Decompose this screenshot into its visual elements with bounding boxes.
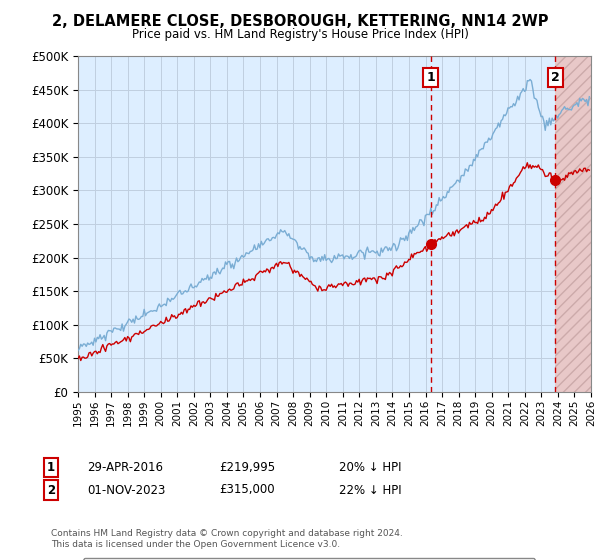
Legend: 2, DELAMERE CLOSE, DESBOROUGH, KETTERING, NN14 2WP (detached house), HPI: Averag: 2, DELAMERE CLOSE, DESBOROUGH, KETTERING… (83, 558, 535, 560)
Text: 22% ↓ HPI: 22% ↓ HPI (339, 483, 401, 497)
Text: Price paid vs. HM Land Registry's House Price Index (HPI): Price paid vs. HM Land Registry's House … (131, 28, 469, 41)
Text: Contains HM Land Registry data © Crown copyright and database right 2024.
This d: Contains HM Land Registry data © Crown c… (51, 529, 403, 549)
Text: 01-NOV-2023: 01-NOV-2023 (87, 483, 166, 497)
Bar (555, 56, 591, 392)
Text: £219,995: £219,995 (219, 461, 275, 474)
Text: 20% ↓ HPI: 20% ↓ HPI (339, 461, 401, 474)
Text: 2, DELAMERE CLOSE, DESBOROUGH, KETTERING, NN14 2WP: 2, DELAMERE CLOSE, DESBOROUGH, KETTERING… (52, 14, 548, 29)
Text: £315,000: £315,000 (219, 483, 275, 497)
Text: 1: 1 (47, 461, 55, 474)
Text: 1: 1 (427, 71, 436, 84)
Text: 2: 2 (551, 71, 559, 84)
Text: 29-APR-2016: 29-APR-2016 (87, 461, 163, 474)
Text: 2: 2 (47, 483, 55, 497)
